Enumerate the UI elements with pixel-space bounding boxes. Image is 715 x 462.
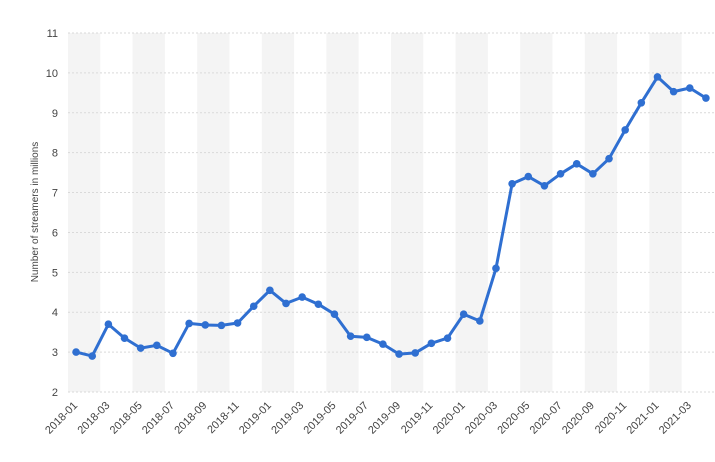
series-number-of-streamers xyxy=(72,73,710,360)
data-point[interactable] xyxy=(702,94,710,102)
data-point[interactable] xyxy=(669,87,678,96)
x-tick-label: 2020-09 xyxy=(560,400,597,437)
y-tick-label: 8 xyxy=(52,148,58,160)
x-tick-label: 2019-09 xyxy=(366,400,403,437)
background-bands xyxy=(68,33,682,392)
data-point[interactable] xyxy=(266,286,274,295)
x-tick-label: 2018-05 xyxy=(108,400,145,437)
x-axis-ticks: 2018-012018-032018-052018-072018-092018-… xyxy=(43,400,694,437)
y-tick-label: 2 xyxy=(52,387,58,399)
data-point[interactable] xyxy=(492,264,500,273)
data-point[interactable] xyxy=(637,99,646,107)
data-point[interactable] xyxy=(298,293,306,301)
background-band xyxy=(455,33,488,392)
data-point[interactable] xyxy=(120,334,129,342)
series-line xyxy=(74,75,708,358)
data-point[interactable] xyxy=(136,344,145,352)
y-tick-label: 6 xyxy=(52,227,58,239)
x-tick-label: 2019-11 xyxy=(399,400,435,436)
x-tick-label: 2020-05 xyxy=(495,400,532,437)
background-band xyxy=(197,33,230,392)
background-band xyxy=(68,33,101,392)
data-point[interactable] xyxy=(330,310,339,319)
x-tick-label: 2018-01 xyxy=(43,400,80,437)
y-tick-label: 4 xyxy=(52,307,58,319)
data-point[interactable] xyxy=(346,332,355,340)
x-tick-label: 2018-03 xyxy=(75,400,112,437)
data-point[interactable] xyxy=(621,126,629,134)
data-point[interactable] xyxy=(476,317,484,325)
x-tick-label: 2020-11 xyxy=(593,400,629,436)
background-band xyxy=(132,33,165,392)
data-point[interactable] xyxy=(411,349,420,357)
data-point[interactable] xyxy=(556,170,565,178)
data-point[interactable] xyxy=(508,179,516,188)
background-band xyxy=(584,33,618,392)
background-band xyxy=(520,33,553,392)
data-point[interactable] xyxy=(605,154,613,163)
data-point[interactable] xyxy=(443,334,452,342)
y-tick-label: 7 xyxy=(52,188,58,200)
data-point[interactable] xyxy=(427,339,436,348)
x-tick-label: 2019-05 xyxy=(302,400,339,437)
x-tick-label: 2020-07 xyxy=(528,400,565,437)
data-point[interactable] xyxy=(572,160,581,168)
data-point[interactable] xyxy=(72,348,80,356)
data-point[interactable] xyxy=(653,73,662,81)
data-point[interactable] xyxy=(459,310,468,319)
data-point[interactable] xyxy=(249,302,258,311)
x-tick-label: 2019-01 xyxy=(237,400,274,437)
background-band xyxy=(261,33,295,392)
data-point[interactable] xyxy=(88,352,97,360)
data-point[interactable] xyxy=(395,350,403,358)
x-tick-label: 2021-01 xyxy=(625,400,662,437)
data-point[interactable] xyxy=(201,321,210,329)
data-point[interactable] xyxy=(540,181,549,190)
y-tick-label: 3 xyxy=(52,347,58,359)
x-tick-label: 2021-03 xyxy=(657,400,694,437)
x-tick-label: 2018-09 xyxy=(172,400,209,437)
y-tick-label: 11 xyxy=(47,28,58,40)
x-tick-label: 2018-07 xyxy=(140,400,177,437)
x-tick-label: 2019-07 xyxy=(334,400,371,437)
y-tick-label: 5 xyxy=(52,267,58,279)
y-tick-label: 10 xyxy=(46,68,58,80)
x-tick-label: 2018-11 xyxy=(205,400,241,436)
data-point[interactable] xyxy=(524,172,533,181)
x-tick-label: 2020-01 xyxy=(431,400,468,437)
data-point[interactable] xyxy=(169,349,177,358)
data-point[interactable] xyxy=(314,300,323,309)
background-band xyxy=(649,33,682,392)
data-point[interactable] xyxy=(379,340,387,348)
data-point[interactable] xyxy=(362,333,371,342)
data-point[interactable] xyxy=(217,321,226,330)
data-point[interactable] xyxy=(589,170,597,178)
data-point[interactable] xyxy=(233,319,242,327)
y-tick-label: 9 xyxy=(52,108,58,120)
data-point[interactable] xyxy=(185,319,193,328)
data-point[interactable] xyxy=(104,320,113,328)
data-point[interactable] xyxy=(153,341,161,350)
data-point[interactable] xyxy=(282,299,290,308)
x-tick-label: 2020-03 xyxy=(463,400,500,437)
y-axis-label: Number of streamers in millions xyxy=(30,142,41,283)
x-tick-label: 2019-03 xyxy=(269,400,306,437)
background-band xyxy=(326,33,359,392)
data-point[interactable] xyxy=(685,84,694,92)
background-band xyxy=(391,33,424,392)
y-axis-ticks: 2 3 4 5 6 7 8 9 10 11 xyxy=(46,28,58,399)
